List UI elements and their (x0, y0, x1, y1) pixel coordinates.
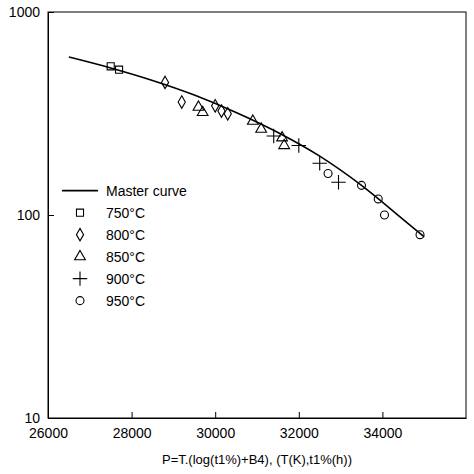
y-tick: 1000 (9, 4, 54, 20)
point (381, 211, 389, 219)
y-tick-mark (48, 12, 54, 13)
point (331, 175, 345, 189)
x-tick: 30000 (196, 412, 235, 441)
legend-label: 750°C (106, 205, 145, 221)
point (358, 181, 366, 189)
x-tick-label: 26000 (29, 425, 68, 441)
legend-swatch (76, 297, 84, 305)
legend-item: 850°C (75, 249, 145, 265)
legend-swatch (76, 209, 83, 216)
point (267, 129, 281, 143)
point (247, 115, 258, 124)
x-axis-line (49, 418, 467, 419)
legend-label: 900°C (106, 271, 145, 287)
legend-label: 850°C (106, 249, 145, 265)
x-axis-label: P=T.(log(t1%)+B4), (T(K),t1%(h)) (162, 452, 352, 467)
x-tick-mark (132, 412, 133, 418)
point (107, 63, 114, 70)
point (416, 231, 424, 239)
y-tick-label: 1000 (9, 4, 40, 20)
y-tick-label: 10 (24, 410, 40, 426)
legend-item: Master curve (62, 183, 187, 199)
legend-swatch (76, 228, 83, 240)
point (312, 156, 326, 170)
point (324, 170, 332, 178)
x-tick-label: 34000 (363, 425, 402, 441)
legend-swatch (73, 271, 87, 285)
point (178, 96, 185, 108)
x-tick: 34000 (363, 412, 402, 441)
point (161, 76, 168, 88)
y-tick: 10 (24, 410, 54, 426)
legend: Master curve 750°C 800°C 850°C 900°C 950°C (62, 183, 187, 309)
point (218, 105, 225, 117)
plot-frame (48, 12, 466, 418)
x-tick-label: 32000 (280, 425, 319, 441)
point (212, 100, 219, 112)
legend-swatch (75, 250, 86, 259)
point (292, 138, 306, 152)
y-tick-label: 100 (17, 207, 41, 223)
legend-item: 900°C (73, 271, 145, 287)
point (197, 106, 208, 115)
legend-label: Master curve (106, 183, 187, 199)
y-tick: 100 (17, 207, 54, 223)
plot: 26000 28000 30000 32000 34000 10 100 1000 Master… (9, 4, 467, 441)
point (116, 66, 123, 73)
point (193, 101, 204, 110)
chart: 26000 28000 30000 32000 34000 10 100 1000 Master… (0, 0, 474, 474)
legend-item: 750°C (76, 205, 145, 221)
legend-item: 800°C (76, 227, 145, 243)
legend-swatch (62, 190, 98, 192)
y-tick-mark (48, 418, 54, 419)
master-curve (69, 57, 424, 237)
y-axis: 10 100 1000 (9, 4, 54, 426)
point (279, 139, 290, 148)
y-tick-mark (48, 215, 54, 216)
x-tick-label: 30000 (196, 425, 235, 441)
x-axis: 26000 28000 30000 32000 34000 (29, 412, 466, 441)
legend-item: 950°C (76, 293, 145, 309)
point (224, 108, 231, 120)
x-tick-mark (382, 412, 383, 418)
x-tick-mark (299, 412, 300, 418)
point (256, 123, 267, 132)
x-tick: 32000 (280, 412, 319, 441)
legend-label: 950°C (106, 293, 145, 309)
data-area (69, 57, 424, 239)
x-tick-label: 28000 (113, 425, 152, 441)
x-tick: 28000 (113, 412, 152, 441)
legend-label: 800°C (106, 227, 145, 243)
point (374, 195, 382, 203)
x-tick-mark (215, 412, 216, 418)
